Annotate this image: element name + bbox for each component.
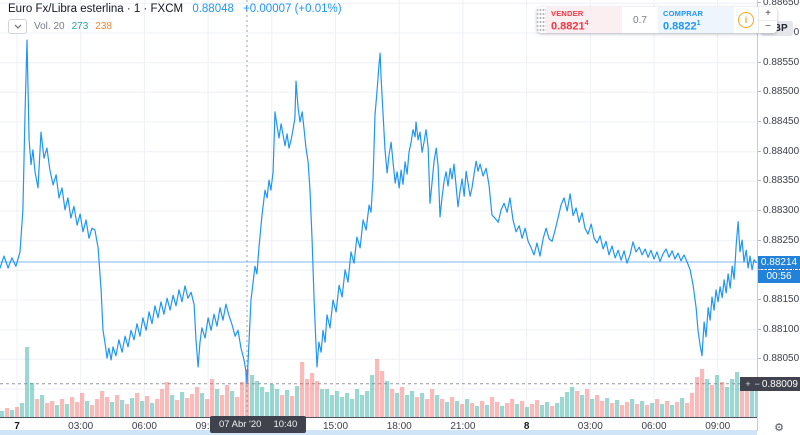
tick-mark	[758, 328, 761, 330]
low-price-label[interactable]: + −0.88009	[740, 376, 800, 391]
time-tick-label: 06:00	[641, 421, 667, 432]
time-tick-label: 03:00	[68, 421, 94, 432]
axis-settings-corner: ⚙	[758, 418, 800, 434]
sell-price: 0.88214	[551, 18, 617, 33]
bar-countdown-label: 00:56	[758, 269, 800, 283]
plus-icon[interactable]: +	[745, 378, 751, 389]
time-tick-label: 15:00	[322, 421, 349, 432]
buy-button[interactable]: COMPRAR 0.88221	[658, 7, 734, 33]
sell-button[interactable]: VENDER 0.88214	[546, 7, 622, 33]
sell-label: VENDER	[551, 9, 584, 18]
tick-mark	[758, 210, 761, 211]
price-tick-label: 0.88500	[758, 86, 799, 97]
bottom-scroll-strip[interactable]	[0, 430, 757, 435]
price-tick-label: 0.88350	[758, 175, 799, 186]
tooltip-time: 10:40	[273, 419, 298, 430]
time-tick-label: 06:00	[131, 421, 157, 432]
volume-up-value: 273	[71, 21, 89, 32]
symbol-title[interactable]: Euro Fx/Libra esterlina · 1 · FXCM	[8, 3, 184, 15]
tick-mark	[758, 121, 761, 122]
tick-mark	[758, 150, 761, 152]
header-last-price: 0.88048	[192, 3, 234, 15]
price-tick-label: 0.88150	[758, 294, 799, 305]
tick-mark	[758, 91, 761, 93]
tooltip-date: 07 Abr '20	[218, 419, 262, 430]
sell-price-value: 0.8821	[551, 20, 585, 33]
time-tick-label: 21:00	[450, 421, 476, 432]
drag-handle-icon[interactable]	[537, 7, 546, 33]
time-axis[interactable]: 7 03:00 06:00 09:00 15:00 18:00 21:00 8 03:00 06:…	[0, 417, 757, 432]
tick-mark	[758, 299, 761, 300]
tick-mark	[758, 358, 761, 360]
buy-sell-widget: VENDER 0.88214 0.7 COMPRAR 0.88221 i + −	[537, 7, 777, 33]
time-tick-label: 7	[14, 421, 20, 432]
price-tick-label: 0.88100	[758, 324, 799, 335]
tick-mark	[758, 239, 761, 241]
info-icon[interactable]: i	[734, 7, 758, 33]
chevron-down-icon[interactable]	[8, 19, 27, 34]
tick-mark	[758, 61, 761, 63]
time-tick-label: 03:00	[577, 421, 603, 432]
price-tick-label: 0.88300	[758, 205, 799, 216]
buy-price: 0.88221	[663, 18, 729, 33]
price-tick-label: 0.88650	[758, 0, 799, 8]
buy-label: COMPRAR	[663, 9, 704, 18]
tick-mark	[758, 180, 761, 182]
volume-down-value: 238	[95, 21, 112, 32]
plus-button[interactable]: +	[765, 7, 771, 19]
crosshair-date-tooltip: 07 Abr '20 10:40	[209, 416, 307, 433]
minus-icon[interactable]: −	[754, 378, 760, 389]
low-price-value: 0.88009	[761, 378, 798, 390]
price-tick-label: 0.88400	[758, 146, 799, 157]
order-stepper: + −	[758, 7, 777, 33]
price-chart-canvas[interactable]	[0, 0, 757, 431]
sell-price-sup: 4	[584, 20, 589, 27]
tick-mark	[758, 2, 761, 4]
time-tick-label: 09:00	[705, 421, 731, 432]
last-price-label: 0.88214	[758, 255, 800, 269]
price-tick-label: 0.88050	[758, 353, 799, 364]
time-tick-label: 8	[523, 421, 530, 432]
minus-button[interactable]: −	[759, 19, 777, 34]
header-change: +0.00007 (+0.01%)	[243, 3, 342, 15]
buy-price-sup: 1	[696, 20, 701, 27]
buy-price-value: 0.8822	[663, 20, 697, 33]
spread-value: 0.7	[633, 14, 647, 26]
price-tick-label: 0.88550	[758, 57, 799, 68]
price-tick-label: 0.88450	[758, 116, 799, 127]
time-tick-label: 18:00	[386, 421, 412, 432]
price-axis[interactable]: 0.886500.886000.885500.885000.884500.884…	[757, 0, 800, 431]
chart-header: Euro Fx/Libra esterlina · 1 · FXCM 0.880…	[8, 3, 342, 34]
volume-legend-label[interactable]: Vol. 20	[34, 21, 65, 32]
gear-icon[interactable]: ⚙	[774, 422, 784, 434]
price-tick-label: 0.88250	[758, 235, 799, 246]
time-tick-label: 09:00	[195, 421, 221, 432]
